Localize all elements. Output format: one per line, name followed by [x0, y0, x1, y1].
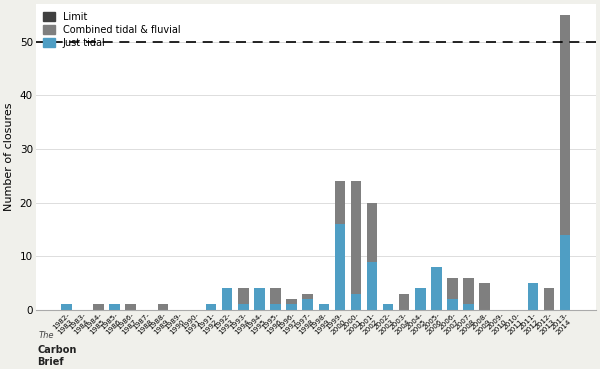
Bar [335, 224, 345, 310]
Bar [351, 181, 361, 294]
Bar [206, 304, 217, 310]
Bar [447, 277, 458, 299]
Bar [351, 294, 361, 310]
Bar [528, 283, 538, 310]
Bar [335, 181, 345, 224]
Bar [431, 267, 442, 310]
Bar [302, 299, 313, 310]
Bar [109, 304, 120, 310]
Bar [447, 299, 458, 310]
Bar [238, 304, 248, 310]
Bar [415, 288, 425, 310]
Bar [270, 288, 281, 304]
Bar [286, 299, 297, 304]
Bar [270, 304, 281, 310]
Bar [367, 262, 377, 310]
Bar [93, 304, 104, 310]
Bar [61, 304, 71, 310]
Text: Carbon
Brief: Carbon Brief [37, 345, 77, 367]
Bar [463, 304, 474, 310]
Bar [479, 283, 490, 310]
Bar [222, 288, 232, 310]
Bar [367, 203, 377, 262]
Bar [286, 304, 297, 310]
Y-axis label: Number of closures: Number of closures [4, 103, 14, 211]
Bar [254, 288, 265, 310]
Legend: Limit, Combined tidal & fluvial, Just tidal: Limit, Combined tidal & fluvial, Just ti… [43, 12, 181, 48]
Bar [238, 288, 248, 304]
Bar [319, 304, 329, 310]
Bar [463, 277, 474, 304]
Bar [560, 235, 571, 310]
Bar [383, 304, 394, 310]
Bar [125, 304, 136, 310]
Text: The: The [39, 331, 55, 339]
Bar [399, 294, 409, 310]
Bar [302, 294, 313, 299]
Bar [544, 288, 554, 310]
Bar [158, 304, 168, 310]
Bar [560, 15, 571, 235]
